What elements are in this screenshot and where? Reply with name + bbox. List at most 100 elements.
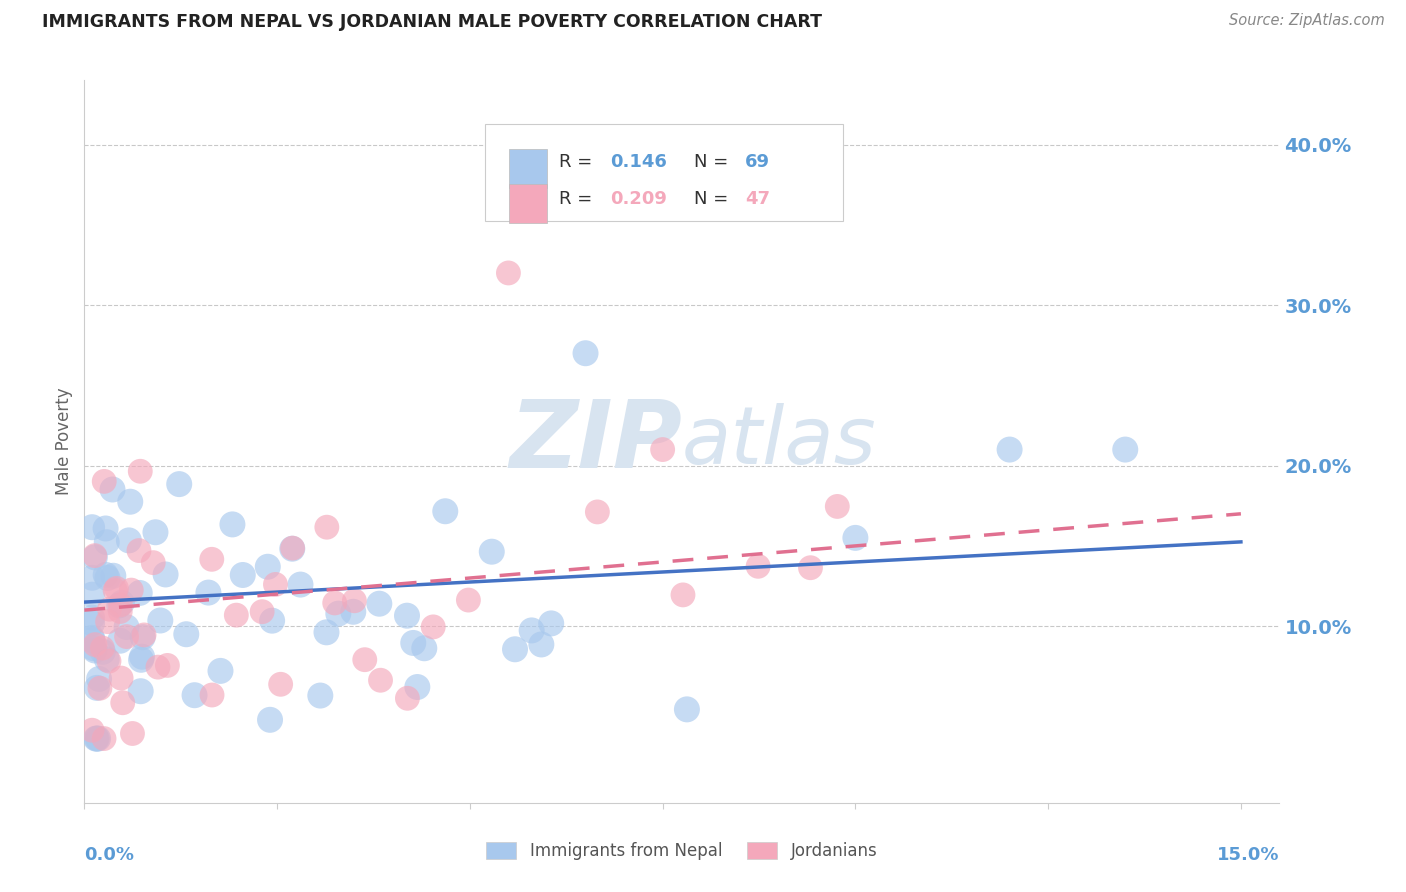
Point — [128, 543, 150, 558]
Point — [309, 689, 332, 703]
Text: 0.0%: 0.0% — [84, 847, 135, 864]
Point — [121, 726, 143, 740]
Point — [110, 671, 132, 685]
Point — [281, 541, 304, 556]
Point — [232, 568, 254, 582]
Point — [94, 521, 117, 535]
Point — [94, 567, 117, 582]
Point — [80, 723, 103, 738]
Point — [111, 696, 134, 710]
Point — [128, 586, 150, 600]
Point — [328, 607, 350, 621]
Point — [80, 520, 103, 534]
Point — [342, 605, 364, 619]
Point — [93, 475, 115, 489]
Point — [396, 691, 419, 706]
Text: 69: 69 — [745, 153, 770, 171]
Point — [129, 653, 152, 667]
Point — [120, 583, 142, 598]
Point — [104, 583, 127, 598]
Point — [799, 560, 821, 574]
Point — [105, 582, 128, 596]
Point — [586, 505, 609, 519]
Point — [98, 654, 121, 668]
Point — [827, 500, 849, 514]
Point — [86, 731, 108, 746]
Point — [651, 442, 673, 457]
Point — [80, 610, 103, 624]
Point — [672, 588, 695, 602]
Point — [87, 731, 110, 746]
Point — [270, 677, 292, 691]
Point — [413, 641, 436, 656]
Text: N =: N = — [695, 153, 734, 171]
Point — [315, 625, 337, 640]
Text: 0.209: 0.209 — [610, 190, 666, 208]
Point — [281, 541, 304, 556]
Point — [315, 520, 337, 534]
Point — [80, 588, 103, 602]
Point — [503, 642, 526, 657]
Point — [262, 614, 284, 628]
Point — [225, 608, 247, 623]
Point — [96, 571, 118, 585]
Point — [540, 616, 562, 631]
Point — [129, 464, 152, 478]
Point — [83, 643, 105, 657]
Point — [103, 568, 125, 582]
Point — [110, 598, 132, 612]
Point — [201, 688, 224, 702]
Point — [402, 636, 425, 650]
Point — [87, 672, 110, 686]
Point — [290, 577, 312, 591]
Point — [481, 544, 503, 558]
Point — [434, 504, 457, 518]
Text: 15.0%: 15.0% — [1218, 847, 1279, 864]
Point — [131, 649, 153, 664]
Point — [108, 599, 131, 613]
Y-axis label: Male Poverty: Male Poverty — [55, 388, 73, 495]
Point — [156, 658, 179, 673]
Point — [83, 550, 105, 565]
Point — [167, 477, 190, 491]
Point — [676, 702, 699, 716]
Point — [82, 632, 104, 647]
Point — [108, 633, 131, 648]
Point — [264, 577, 287, 591]
Point — [844, 531, 866, 545]
Point — [209, 664, 232, 678]
Text: ZIP: ZIP — [509, 395, 682, 488]
Text: IMMIGRANTS FROM NEPAL VS JORDANIAN MALE POVERTY CORRELATION CHART: IMMIGRANTS FROM NEPAL VS JORDANIAN MALE … — [42, 13, 823, 31]
Point — [406, 680, 429, 694]
Point — [498, 266, 520, 280]
Point — [97, 615, 120, 629]
Point — [93, 731, 115, 746]
Point — [256, 559, 278, 574]
Point — [259, 713, 281, 727]
Point — [574, 346, 596, 360]
Point — [250, 605, 273, 619]
FancyBboxPatch shape — [485, 124, 844, 221]
Text: Source: ZipAtlas.com: Source: ZipAtlas.com — [1229, 13, 1385, 29]
Point — [84, 731, 107, 746]
FancyBboxPatch shape — [509, 185, 547, 224]
Point — [370, 673, 392, 688]
Point — [115, 630, 138, 644]
Point — [520, 624, 543, 638]
Point — [80, 631, 103, 645]
Point — [422, 620, 444, 634]
Point — [129, 684, 152, 698]
Point — [343, 593, 366, 607]
Point — [145, 525, 167, 540]
Point — [91, 640, 114, 655]
Point — [83, 641, 105, 656]
Point — [323, 596, 346, 610]
Point — [111, 596, 134, 610]
Point — [353, 653, 375, 667]
Point — [132, 630, 155, 644]
Legend: Immigrants from Nepal, Jordanians: Immigrants from Nepal, Jordanians — [479, 835, 884, 867]
Point — [174, 627, 197, 641]
Point — [80, 571, 103, 585]
Point — [86, 681, 108, 695]
FancyBboxPatch shape — [509, 149, 547, 187]
